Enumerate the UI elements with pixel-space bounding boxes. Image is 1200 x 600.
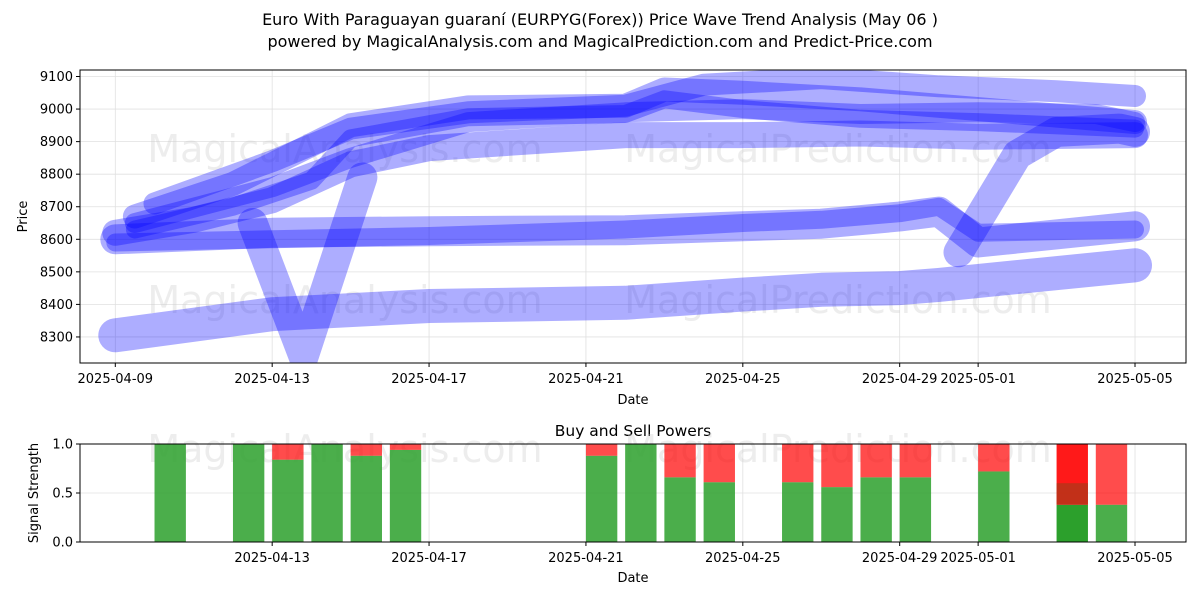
x-tick-label: 2025-04-13 — [234, 372, 310, 387]
x-tick-label: 2025-05-01 — [940, 372, 1016, 387]
wave-upper-5 — [124, 99, 1145, 233]
sell-bar — [703, 444, 735, 483]
y-tick-label: 8900 — [40, 135, 73, 150]
chart-title: Euro With Paraguayan guaraní (EURPYG(For… — [262, 10, 938, 29]
watermark-text: MagicalAnalysis.com — [147, 427, 542, 471]
wave-upper-4 — [143, 70, 1146, 215]
sell-bar — [821, 444, 853, 488]
x-axis-label: Date — [617, 571, 648, 586]
y-tick-label: 1.0 — [52, 438, 73, 453]
x-tick-label: 2025-04-29 — [862, 372, 938, 387]
buy-bar — [1056, 504, 1088, 542]
y-tick-label: 8400 — [40, 298, 73, 313]
watermark-text: MagicalPrediction.com — [624, 278, 1052, 322]
sell-bar — [350, 444, 382, 456]
chart-subtitle: powered by MagicalAnalysis.com and Magic… — [267, 32, 933, 51]
sell-bar — [899, 444, 932, 478]
y-tick-label: 0.5 — [52, 487, 73, 502]
y-axis-label: Signal Strength — [27, 443, 42, 543]
x-tick-label: 2025-05-01 — [940, 551, 1016, 566]
y-tick-label: 8700 — [40, 200, 73, 215]
x-tick-label: 2025-04-25 — [705, 551, 781, 566]
buy-bar — [1095, 504, 1128, 542]
y-tick-label: 9000 — [40, 103, 73, 118]
y-tick-label: 9100 — [40, 70, 73, 85]
axes-frame — [79, 69, 1187, 364]
y-axis-label: Price — [16, 201, 31, 233]
wave-lower-thin — [106, 197, 1144, 252]
buy-bar — [899, 477, 932, 542]
y-tick-label: 0.0 — [52, 536, 73, 551]
sell-bar — [860, 444, 892, 478]
price-wave-plot: MagicalAnalysis.com MagicalPrediction.com… — [16, 69, 1187, 408]
buy-bar — [782, 482, 814, 542]
y-tick-label: 8600 — [40, 233, 73, 248]
x-tick-label: 2025-04-25 — [705, 372, 781, 387]
buy-bar — [625, 444, 657, 542]
buy-bar — [154, 444, 186, 542]
wave-lower-band — [98, 248, 1152, 353]
buy-bar — [860, 477, 892, 542]
sell-bar — [585, 444, 618, 456]
y-tick-label: 8500 — [40, 265, 73, 280]
x-axis-label: Date — [617, 393, 648, 408]
sell-bar — [782, 444, 814, 483]
x-tick-label: 2025-04-21 — [548, 372, 624, 387]
x-tick-label: 2025-04-09 — [78, 372, 154, 387]
wave-layer — [98, 70, 1152, 363]
overlap-bar — [1056, 483, 1088, 505]
sell-bar — [664, 444, 696, 478]
y-tick-label: 8300 — [40, 330, 73, 345]
buy-sell-title: Buy and Sell Powers — [555, 422, 712, 440]
wave-middle-band — [100, 196, 1150, 258]
x-tick-label: 2025-04-21 — [548, 551, 624, 566]
watermark-text: MagicalPrediction.com — [624, 127, 1052, 171]
wave-upper-1 — [125, 90, 1144, 239]
buy-bar — [350, 455, 382, 542]
x-tick-label: 2025-04-13 — [234, 551, 310, 566]
buy-bar — [389, 449, 422, 542]
watermark-text: MagicalAnalysis.com — [147, 278, 542, 322]
buy-bar — [232, 444, 265, 542]
buy-bar — [664, 477, 696, 542]
buy-bar — [821, 487, 853, 542]
wave-dip-stroke — [237, 162, 378, 363]
x-tick-label: 2025-04-17 — [391, 372, 467, 387]
sell-bar — [272, 444, 304, 460]
x-tick-label: 2025-04-29 — [862, 551, 938, 566]
wave-upper-2 — [122, 77, 1147, 229]
watermark-text: MagicalAnalysis.com — [147, 127, 542, 171]
buy-bar — [585, 455, 618, 542]
buy-bar — [703, 482, 735, 542]
y-tick-label: 8800 — [40, 168, 73, 183]
x-tick-label: 2025-04-17 — [391, 551, 467, 566]
wave-upper-3 — [102, 120, 1148, 246]
sell-bar — [389, 444, 422, 450]
sell-bar — [978, 444, 1010, 472]
wave-rising-stroke — [943, 113, 1150, 268]
sell-bar — [1095, 444, 1128, 505]
buy-sell-plot: Buy and Sell PowersMagicalAnalysis.comMa… — [27, 422, 1187, 586]
x-tick-label: 2025-05-05 — [1097, 372, 1173, 387]
buy-bar — [272, 459, 304, 542]
buy-bar — [311, 444, 343, 542]
x-tick-label: 2025-05-05 — [1097, 551, 1173, 566]
buy-bar — [978, 471, 1010, 542]
